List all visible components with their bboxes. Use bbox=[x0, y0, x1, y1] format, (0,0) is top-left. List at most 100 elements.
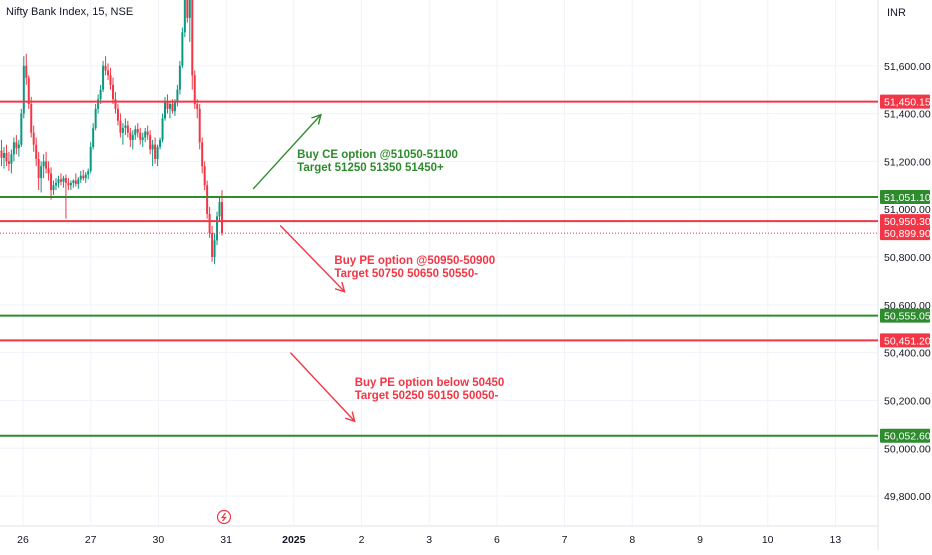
candle-body bbox=[10, 154, 13, 164]
candle-body bbox=[144, 131, 147, 138]
candle-body bbox=[151, 144, 154, 150]
candle-body bbox=[22, 65, 25, 114]
time-tick-label: 27 bbox=[85, 534, 97, 546]
candle-body bbox=[121, 127, 124, 133]
candle-body bbox=[102, 65, 105, 90]
candle-body bbox=[30, 104, 33, 133]
price-tick-label: 49,800.00 bbox=[884, 491, 931, 503]
candle-body bbox=[94, 108, 97, 128]
candle-body bbox=[198, 108, 201, 143]
price-tick-label: 51,400.00 bbox=[884, 109, 931, 121]
price-tick-label: 51,600.00 bbox=[884, 61, 931, 73]
trend-arrow bbox=[252, 114, 322, 190]
candle-body bbox=[57, 179, 60, 183]
candle-body bbox=[211, 233, 214, 258]
price-tick-label: 50,200.00 bbox=[884, 395, 931, 407]
candle-body bbox=[116, 108, 119, 121]
candle-body bbox=[12, 142, 15, 155]
candle-body bbox=[45, 161, 48, 169]
time-tick-label: 10 bbox=[762, 534, 774, 546]
candle-body bbox=[134, 129, 137, 136]
price-badge-label: 50,899.90 bbox=[884, 228, 931, 240]
trend-arrow bbox=[279, 224, 346, 293]
candle-body bbox=[221, 202, 223, 234]
candle-body bbox=[50, 173, 53, 191]
candle-body bbox=[124, 125, 127, 128]
candle-body bbox=[77, 179, 80, 185]
candle-body bbox=[0, 150, 3, 158]
time-tick-label: 6 bbox=[494, 534, 500, 546]
trend-arrow bbox=[289, 352, 356, 422]
candle-body bbox=[203, 166, 206, 186]
annotation-text: Buy PE option @50950-50900 bbox=[334, 255, 495, 267]
candle-body bbox=[141, 137, 144, 140]
annotation-text: Target 50750 50650 50550- bbox=[334, 268, 478, 280]
price-badge-label: 51,450.15 bbox=[884, 97, 931, 109]
candle-body bbox=[72, 180, 75, 183]
candle-body bbox=[146, 131, 149, 136]
price-badge-label: 51,051.10 bbox=[884, 192, 931, 204]
price-badge bbox=[880, 333, 930, 348]
candle-body bbox=[87, 170, 90, 175]
candle-body bbox=[161, 118, 164, 140]
candle-body bbox=[156, 147, 159, 159]
candle-body bbox=[32, 132, 35, 145]
candle-body bbox=[176, 89, 179, 102]
candle-body bbox=[111, 84, 114, 100]
candle-body bbox=[37, 158, 40, 179]
candle-body bbox=[188, 0, 191, 18]
trend-arrow-head bbox=[334, 281, 346, 293]
price-badge bbox=[880, 94, 930, 109]
candle-body bbox=[196, 104, 199, 109]
candle-body bbox=[206, 185, 209, 214]
candle-body bbox=[173, 101, 176, 112]
candle-body bbox=[208, 213, 211, 234]
candle-body bbox=[42, 161, 45, 167]
candle-body bbox=[82, 175, 85, 179]
candle-body bbox=[109, 75, 112, 85]
time-tick-label: 31 bbox=[220, 534, 232, 546]
price-badge-label: 50,451.20 bbox=[884, 335, 931, 347]
annotation-text: Buy PE option below 50450 bbox=[355, 377, 505, 389]
candle-body bbox=[139, 132, 142, 140]
currency-label[interactable]: INR bbox=[887, 7, 906, 19]
candle-body bbox=[104, 65, 107, 71]
candle-body bbox=[107, 70, 110, 76]
trend-arrow-head bbox=[311, 113, 322, 125]
candle-body bbox=[97, 99, 100, 109]
time-tick-label: 26 bbox=[17, 534, 29, 546]
candle-body bbox=[79, 175, 82, 180]
time-tick-label: 7 bbox=[562, 534, 568, 546]
candle-body bbox=[20, 113, 23, 145]
price-badge-label: 50,950.30 bbox=[884, 216, 931, 228]
candle-body bbox=[67, 182, 70, 186]
candle-body bbox=[114, 99, 117, 109]
time-tick-label: 9 bbox=[697, 534, 703, 546]
candle-body bbox=[168, 104, 171, 109]
candle-body bbox=[47, 168, 50, 174]
candle-body bbox=[149, 135, 152, 150]
candle-body bbox=[62, 178, 65, 182]
candle-body bbox=[89, 147, 92, 171]
price-badge bbox=[880, 226, 930, 241]
candle-body bbox=[55, 182, 58, 186]
candle-body bbox=[27, 77, 30, 105]
candle-body bbox=[17, 144, 20, 149]
price-badge bbox=[880, 308, 930, 323]
candle-body bbox=[119, 120, 122, 133]
candle-body bbox=[25, 65, 28, 78]
candle-body bbox=[193, 75, 196, 105]
candle-body bbox=[216, 216, 219, 241]
price-tick-label: 51,200.00 bbox=[884, 156, 931, 168]
candle-body bbox=[99, 89, 102, 100]
candle-body bbox=[201, 142, 204, 167]
price-badge-label: 50,555.05 bbox=[884, 311, 931, 323]
time-tick-label: 30 bbox=[153, 534, 165, 546]
candle-body bbox=[74, 180, 77, 185]
candle-body bbox=[69, 182, 72, 186]
candle-body bbox=[136, 129, 139, 133]
candle-body bbox=[166, 101, 169, 109]
candle-body bbox=[191, 0, 194, 76]
